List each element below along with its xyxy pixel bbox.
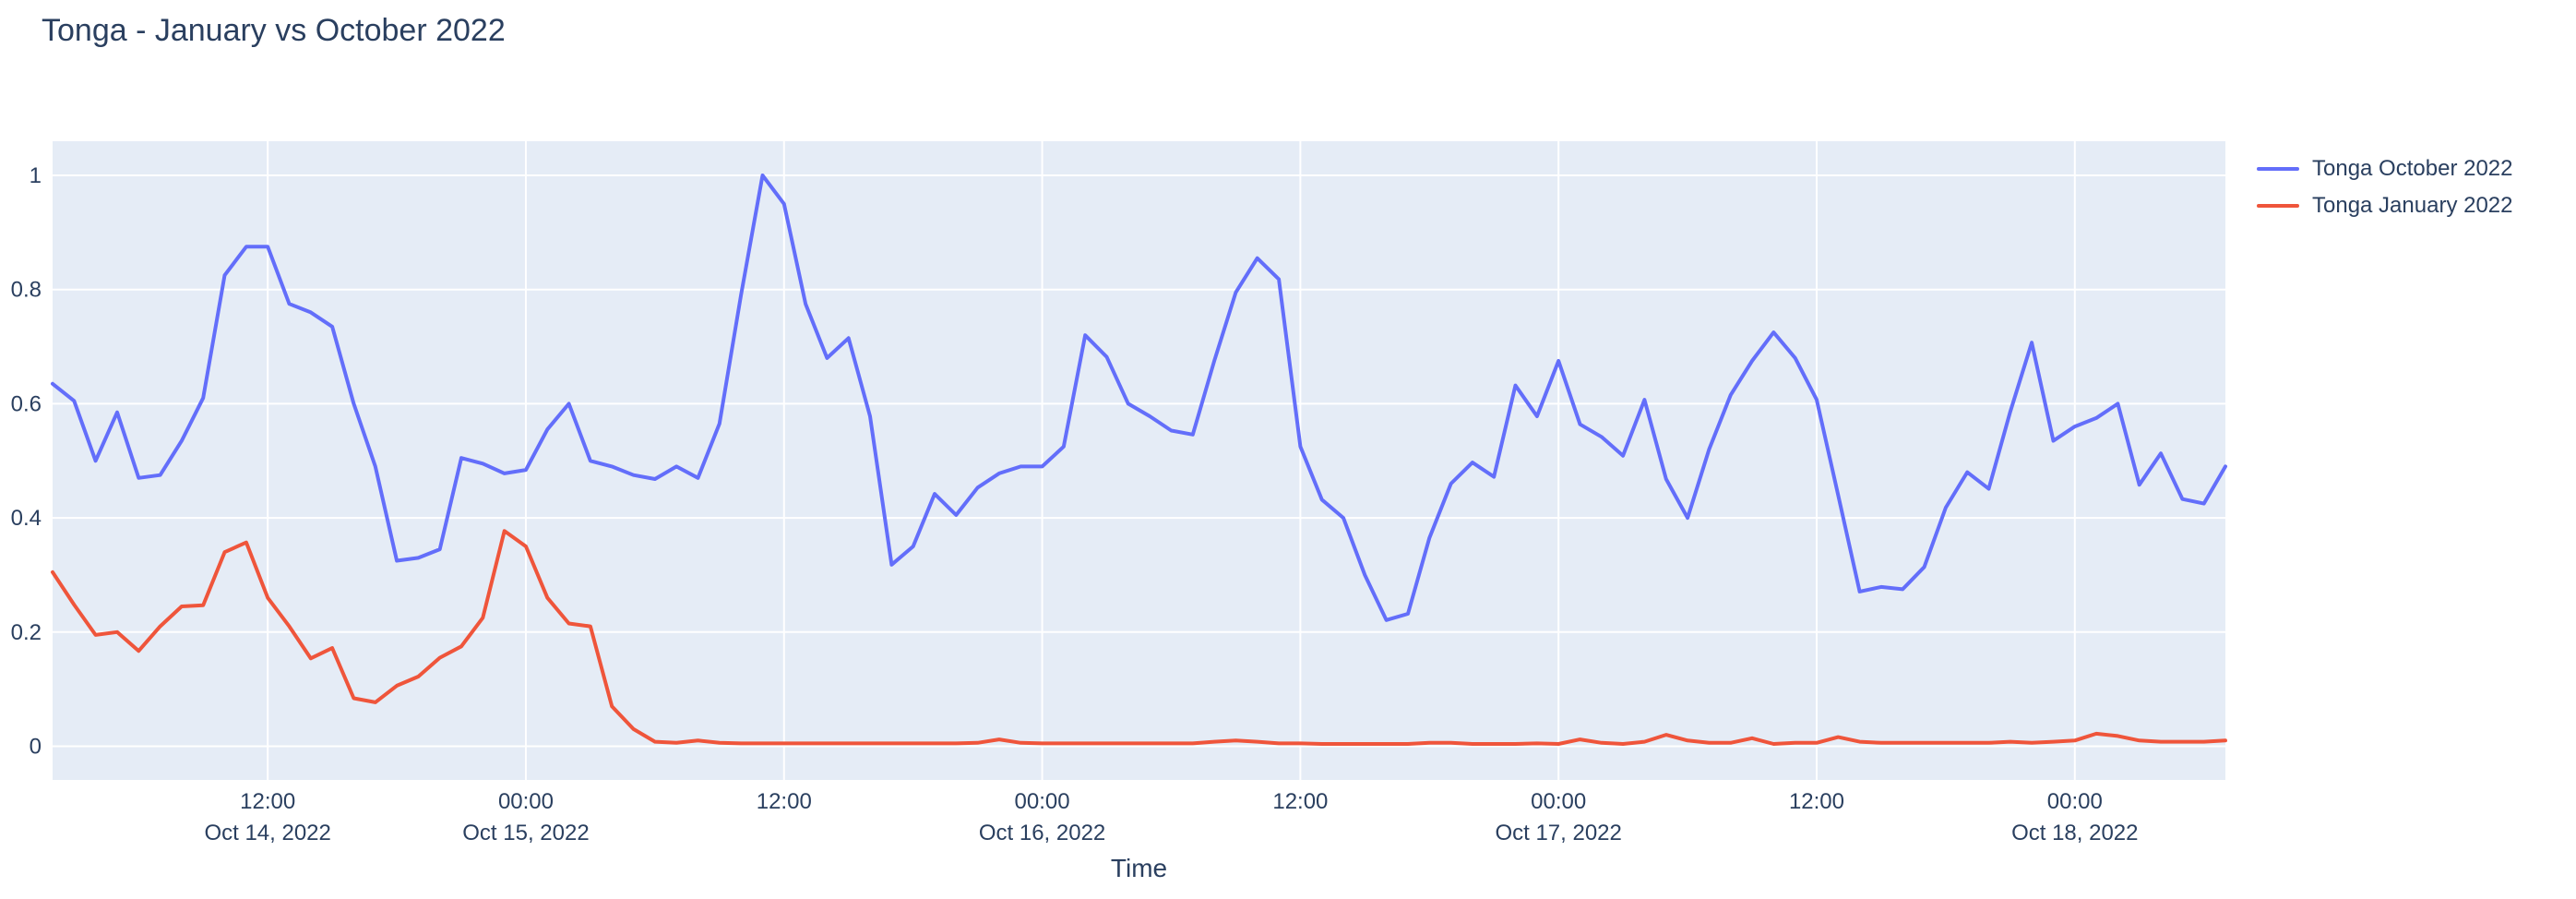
series-line-tonga-january-2022[interactable]	[51, 529, 2227, 746]
y-tick-label: 1	[30, 163, 42, 188]
x-axis-title: Time	[1111, 854, 1167, 882]
x-tick-time-label: 00:00	[1015, 789, 1070, 814]
y-tick-label: 0	[30, 735, 42, 760]
legend-item-tonga-january-2022[interactable]: Tonga January 2022	[2257, 187, 2513, 224]
y-tick-label: 0.2	[11, 620, 42, 645]
legend-label-january: Tonga January 2022	[2312, 193, 2513, 218]
legend-swatch-october-icon	[2257, 167, 2299, 171]
x-tick-time-label: 12:00	[1272, 789, 1328, 814]
legend-item-tonga-october-2022[interactable]: Tonga October 2022	[2257, 150, 2513, 187]
x-tick-time-label: 00:00	[2047, 789, 2103, 814]
chart-title: Tonga - January vs October 2022	[42, 13, 506, 48]
x-tick-date-label: Oct 17, 2022	[1495, 821, 1621, 845]
x-tick-date-label: Oct 18, 2022	[2011, 821, 2138, 845]
x-tick-time-label: 00:00	[1531, 789, 1586, 814]
y-tick-label: 0.4	[11, 506, 42, 531]
x-tick-time-label: 12:00	[240, 789, 295, 814]
x-tick-date-label: Oct 16, 2022	[979, 821, 1105, 845]
x-tick-time-label: 12:00	[1789, 789, 1844, 814]
legend: Tonga October 2022 Tonga January 2022	[2257, 150, 2513, 224]
legend-swatch-january-icon	[2257, 204, 2299, 208]
legend-label-october: Tonga October 2022	[2312, 156, 2513, 181]
series-line-tonga-october-2022[interactable]	[51, 174, 2227, 622]
x-tick-time-label: 00:00	[498, 789, 554, 814]
y-tick-label: 0.6	[11, 391, 42, 416]
plot-area-background[interactable]	[53, 141, 2225, 780]
y-tick-label: 0.8	[11, 278, 42, 303]
x-tick-date-label: Oct 14, 2022	[204, 821, 330, 845]
x-tick-time-label: 12:00	[757, 789, 812, 814]
x-tick-date-label: Oct 15, 2022	[462, 821, 589, 845]
